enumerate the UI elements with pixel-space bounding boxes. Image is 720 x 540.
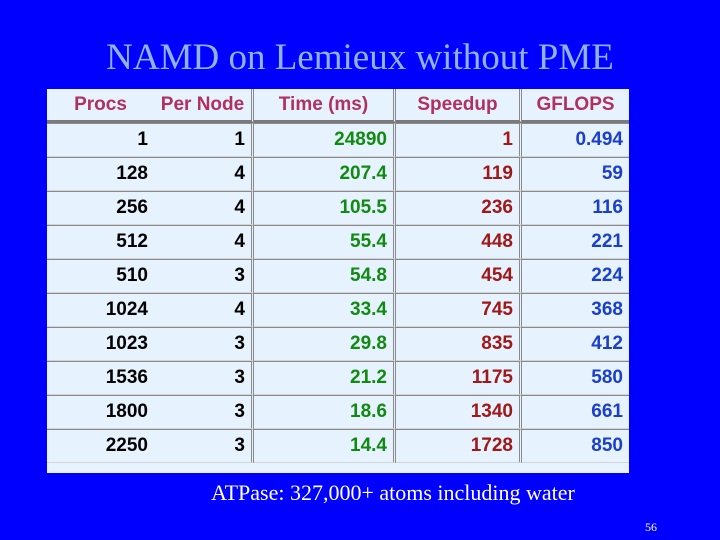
cell-time: 33.4 xyxy=(254,293,396,327)
cell-per-node: 4 xyxy=(154,225,254,259)
table-row: 1536 3 21.2 1175 580 xyxy=(47,361,629,395)
cell-speedup: 745 xyxy=(396,293,522,327)
table-row: 512 4 55.4 448 221 xyxy=(47,225,629,259)
table-row: 1023 3 29.8 835 412 xyxy=(47,327,629,361)
cell-speedup: 236 xyxy=(396,191,522,225)
header-speedup: Speedup xyxy=(396,89,522,123)
table-row: 510 3 54.8 454 224 xyxy=(47,259,629,293)
cell-time: 29.8 xyxy=(254,327,396,361)
cell-speedup: 835 xyxy=(396,327,522,361)
table-header-row: Procs Per Node Time (ms) Speedup GFLOPS xyxy=(47,89,629,123)
cell-procs: 512 xyxy=(47,225,154,259)
cell-procs: 1800 xyxy=(47,395,154,429)
header-per-node: Per Node xyxy=(154,89,254,123)
cell-procs: 1536 xyxy=(47,361,154,395)
cell-time: 54.8 xyxy=(254,259,396,293)
cell-gflops: 116 xyxy=(522,191,629,225)
table-row: 128 4 207.4 119 59 xyxy=(47,157,629,191)
cell-gflops: 368 xyxy=(522,293,629,327)
table-row: 1 1 24890 1 0.494 xyxy=(47,123,629,157)
cell-time: 207.4 xyxy=(254,157,396,191)
cell-speedup: 119 xyxy=(396,157,522,191)
cell-gflops: 661 xyxy=(522,395,629,429)
cell-speedup: 1 xyxy=(396,123,522,157)
caption: ATPase: 327,000+ atoms including water xyxy=(211,480,575,505)
cell-time: 21.2 xyxy=(254,361,396,395)
cell-gflops: 0.494 xyxy=(522,123,629,157)
cell-per-node: 3 xyxy=(154,259,254,293)
table-row: 2250 3 14.4 1728 850 xyxy=(47,429,629,463)
header-time: Time (ms) xyxy=(254,89,396,123)
cell-per-node: 1 xyxy=(154,123,254,157)
cell-gflops: 850 xyxy=(522,429,629,463)
header-procs: Procs xyxy=(47,89,154,123)
cell-procs: 1 xyxy=(47,123,154,157)
cell-per-node: 3 xyxy=(154,361,254,395)
results-table: Procs Per Node Time (ms) Speedup GFLOPS … xyxy=(47,89,629,463)
table-row: 1800 3 18.6 1340 661 xyxy=(47,395,629,429)
cell-time: 18.6 xyxy=(254,395,396,429)
results-table-container: Procs Per Node Time (ms) Speedup GFLOPS … xyxy=(47,89,629,473)
cell-per-node: 4 xyxy=(154,157,254,191)
cell-gflops: 221 xyxy=(522,225,629,259)
cell-gflops: 412 xyxy=(522,327,629,361)
cell-gflops: 59 xyxy=(522,157,629,191)
table-row: 256 4 105.5 236 116 xyxy=(47,191,629,225)
cell-time: 55.4 xyxy=(254,225,396,259)
cell-time: 14.4 xyxy=(254,429,396,463)
cell-per-node: 4 xyxy=(154,191,254,225)
cell-time: 105.5 xyxy=(254,191,396,225)
cell-per-node: 3 xyxy=(154,429,254,463)
cell-speedup: 1175 xyxy=(396,361,522,395)
cell-speedup: 1728 xyxy=(396,429,522,463)
slide-title: NAMD on Lemieux without PME xyxy=(106,37,614,78)
header-gflops: GFLOPS xyxy=(522,89,629,123)
cell-speedup: 448 xyxy=(396,225,522,259)
page-number: 56 xyxy=(645,520,657,534)
cell-gflops: 580 xyxy=(522,361,629,395)
cell-per-node: 3 xyxy=(154,395,254,429)
cell-gflops: 224 xyxy=(522,259,629,293)
cell-per-node: 4 xyxy=(154,293,254,327)
cell-speedup: 1340 xyxy=(396,395,522,429)
cell-procs: 128 xyxy=(47,157,154,191)
cell-procs: 256 xyxy=(47,191,154,225)
cell-time: 24890 xyxy=(254,123,396,157)
cell-procs: 510 xyxy=(47,259,154,293)
table-row: 1024 4 33.4 745 368 xyxy=(47,293,629,327)
cell-speedup: 454 xyxy=(396,259,522,293)
cell-procs: 1024 xyxy=(47,293,154,327)
cell-procs: 2250 xyxy=(47,429,154,463)
cell-per-node: 3 xyxy=(154,327,254,361)
cell-procs: 1023 xyxy=(47,327,154,361)
